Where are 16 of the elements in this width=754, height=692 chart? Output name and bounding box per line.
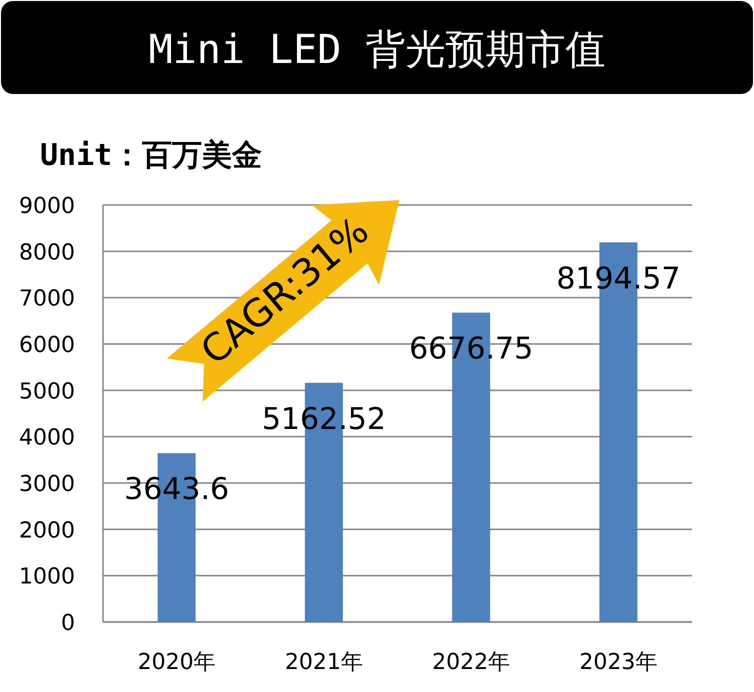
- x-tick-label: 2020年: [138, 650, 216, 675]
- y-tick-label: 6000: [19, 333, 75, 358]
- x-tick-label: 2022年: [432, 650, 510, 675]
- x-tick-label: 2023年: [579, 650, 658, 675]
- chart-subtitle: Unit：百万美金: [40, 138, 262, 173]
- chart-title: Mini LED 背光预期市值: [148, 27, 606, 73]
- y-tick-label: 9000: [19, 194, 75, 219]
- y-tick-label: 7000: [19, 286, 75, 312]
- x-tick-label: 2021年: [284, 650, 363, 675]
- y-tick-label: 2000: [19, 518, 75, 544]
- y-tick-label: 4000: [19, 426, 75, 451]
- y-tick-label: 1000: [19, 564, 75, 590]
- y-tick-label: 0: [61, 611, 75, 636]
- y-tick-label: 8000: [19, 240, 75, 266]
- y-tick-label: 3000: [19, 472, 75, 497]
- y-tick-label: 5000: [19, 379, 75, 404]
